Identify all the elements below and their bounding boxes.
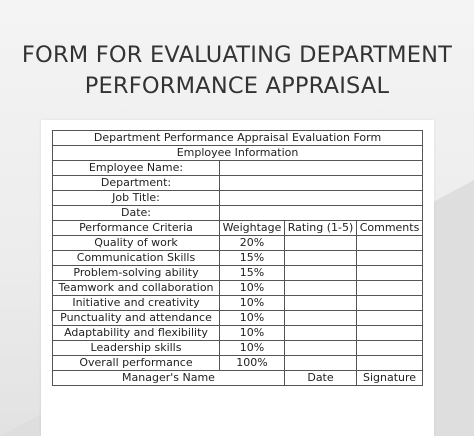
rating-field[interactable] <box>284 325 357 341</box>
criteria-row: Communication Skills 15% <box>52 250 424 266</box>
comments-field[interactable] <box>355 340 424 356</box>
info-row: Job Title: <box>52 190 424 206</box>
overall-comments-field[interactable] <box>355 355 424 371</box>
criteria-row: Punctuality and attendance 10% <box>52 310 424 326</box>
rating-field[interactable] <box>284 295 357 311</box>
criteria-name: Quality of work <box>52 235 220 251</box>
criteria-name: Initiative and creativity <box>52 295 220 311</box>
heading-line-1: FORM FOR EVALUATING DEPARTMENT <box>21 42 453 68</box>
comments-field[interactable] <box>355 280 424 296</box>
signature-label: Signature <box>355 370 424 386</box>
criteria-header-row: Performance Criteria Weightage Rating (1-5… <box>52 220 424 236</box>
info-label: Date: <box>52 205 220 221</box>
column-header: Weightage <box>219 220 285 236</box>
overall-weight: 100% <box>219 355 285 371</box>
overall-row: Overall performance 100% <box>52 355 424 371</box>
info-row: Employee Name: <box>52 160 424 176</box>
info-row: Date: <box>52 205 424 221</box>
criteria-weight: 10% <box>219 295 285 311</box>
criteria-weight: 10% <box>219 310 285 326</box>
criteria-name: Adaptability and flexibility <box>52 325 220 341</box>
date-label: Date <box>284 370 357 386</box>
criteria-weight: 15% <box>219 250 285 266</box>
criteria-row: Leadership skills 10% <box>52 340 424 356</box>
criteria-name: Teamwork and collaboration <box>52 280 220 296</box>
form-title: Department Performance Appraisal Evaluat… <box>51 130 424 146</box>
criteria-weight: 10% <box>219 280 285 296</box>
column-header: Rating (1-5) <box>284 220 357 236</box>
rating-field[interactable] <box>284 310 357 326</box>
form-sheet: Department Performance Appraisal Evaluat… <box>41 120 434 436</box>
manager-name-label: Manager's Name <box>52 370 285 386</box>
rating-field[interactable] <box>284 265 357 281</box>
info-row: Department: <box>52 175 424 191</box>
appraisal-form-table: Department Performance Appraisal Evaluat… <box>51 130 424 386</box>
info-label: Job Title: <box>52 190 220 206</box>
criteria-weight: 20% <box>219 235 285 251</box>
info-label: Employee Name: <box>52 160 220 176</box>
column-header: Performance Criteria <box>52 220 220 236</box>
info-value-field[interactable] <box>218 190 424 206</box>
column-header: Comments <box>355 220 424 236</box>
criteria-name: Communication Skills <box>52 250 220 266</box>
comments-field[interactable] <box>355 250 424 266</box>
section-title: Employee Information <box>51 145 424 161</box>
criteria-weight: 10% <box>219 340 285 356</box>
heading-line-2: PERFORMANCE APPRAISAL <box>84 73 390 99</box>
section-row: Employee Information <box>51 145 424 161</box>
criteria-name: Leadership skills <box>52 340 220 356</box>
criteria-name: Problem-solving ability <box>52 265 220 281</box>
criteria-row: Initiative and creativity 10% <box>52 295 424 311</box>
criteria-name: Punctuality and attendance <box>52 310 220 326</box>
comments-field[interactable] <box>355 325 424 341</box>
info-value-field[interactable] <box>218 205 424 221</box>
rating-field[interactable] <box>284 280 357 296</box>
rating-field[interactable] <box>284 340 357 356</box>
criteria-weight: 15% <box>219 265 285 281</box>
comments-field[interactable] <box>355 310 424 326</box>
criteria-row: Adaptability and flexibility 10% <box>52 325 424 341</box>
info-label: Department: <box>52 175 220 191</box>
info-value-field[interactable] <box>218 175 424 191</box>
form-title-row: Department Performance Appraisal Evaluat… <box>51 130 424 146</box>
overall-label: Overall performance <box>52 355 220 371</box>
signoff-row: Manager's Name Date Signature <box>52 370 424 386</box>
comments-field[interactable] <box>355 235 424 251</box>
overall-rating-field[interactable] <box>284 355 357 371</box>
comments-field[interactable] <box>355 265 424 281</box>
comments-field[interactable] <box>355 295 424 311</box>
info-value-field[interactable] <box>218 160 424 176</box>
rating-field[interactable] <box>284 250 357 266</box>
criteria-weight: 10% <box>219 325 285 341</box>
criteria-row: Quality of work 20% <box>52 235 424 251</box>
page-heading: FORM FOR EVALUATING DEPARTMENT PERFORMAN… <box>0 40 474 102</box>
criteria-row: Teamwork and collaboration 10% <box>52 280 424 296</box>
criteria-row: Problem-solving ability 15% <box>52 265 424 281</box>
rating-field[interactable] <box>284 235 357 251</box>
